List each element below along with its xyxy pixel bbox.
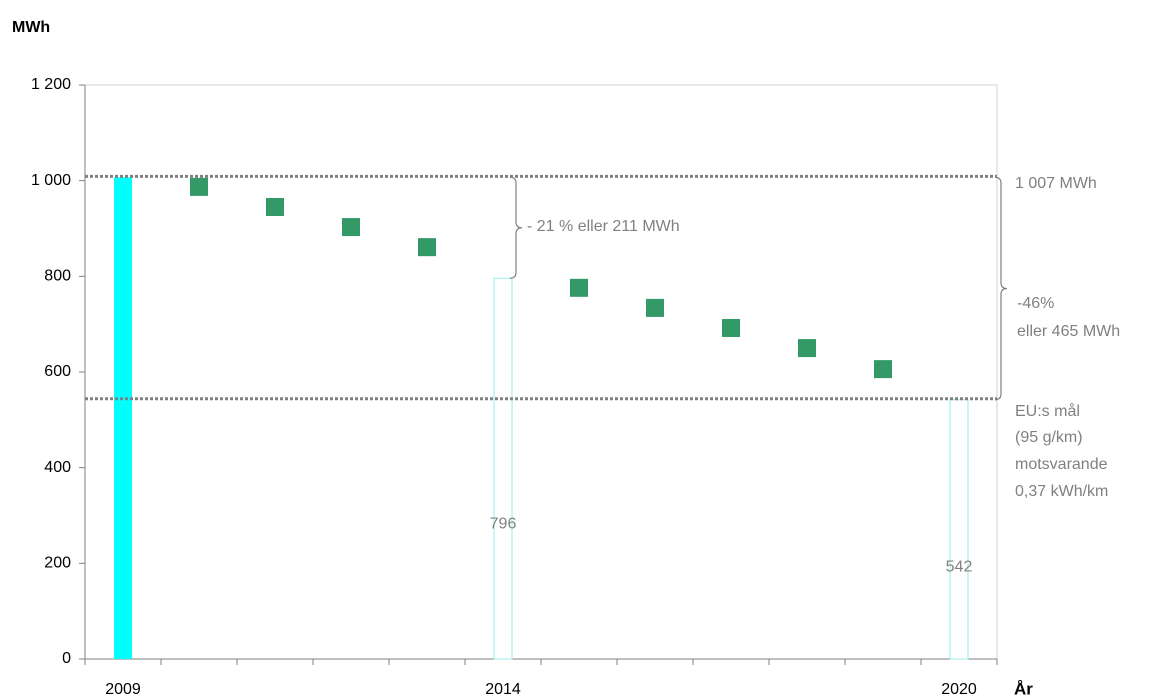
data-label: 796	[490, 516, 517, 533]
x-axis-label: År	[1014, 679, 1033, 698]
y-tick-label: 400	[44, 459, 71, 476]
y-tick-label: 1 200	[31, 76, 71, 93]
y-tick-label: 800	[44, 268, 71, 285]
x-tick-label: 2014	[485, 681, 521, 698]
plot-frame	[84, 84, 998, 660]
marker	[190, 177, 208, 196]
marker	[342, 218, 360, 237]
annotation: - 21 % eller 211 MWh	[527, 218, 680, 235]
y-tick-label: 0	[62, 650, 71, 667]
annotation: eller 465 MWh	[1017, 323, 1120, 340]
x-tick-label: 2009	[105, 681, 141, 698]
marker	[722, 318, 740, 337]
bar	[114, 177, 132, 659]
marker	[874, 360, 892, 379]
annotation: motsvarande	[1015, 456, 1108, 473]
marker	[266, 197, 284, 216]
bar	[949, 399, 969, 660]
y-tick-label: 600	[44, 363, 71, 380]
brace	[994, 176, 1008, 401]
y-axis-label: MWh	[12, 19, 50, 36]
annotation: (95 g/km)	[1015, 429, 1083, 446]
annotation: EU:s mål	[1015, 402, 1080, 420]
bar	[493, 277, 513, 660]
annotation: 1 007 MWh	[1015, 175, 1097, 192]
y-tick-label: 200	[44, 555, 71, 572]
marker	[798, 339, 816, 358]
marker	[418, 238, 436, 257]
marker	[646, 298, 664, 317]
data-label: 542	[946, 559, 973, 576]
marker	[570, 278, 588, 297]
brace	[509, 176, 523, 279]
x-tick-label: 2020	[941, 681, 977, 698]
y-tick-label: 1 000	[31, 172, 71, 189]
annotation: -46%	[1017, 295, 1054, 312]
annotation: 0,37 kWh/km	[1015, 483, 1108, 500]
